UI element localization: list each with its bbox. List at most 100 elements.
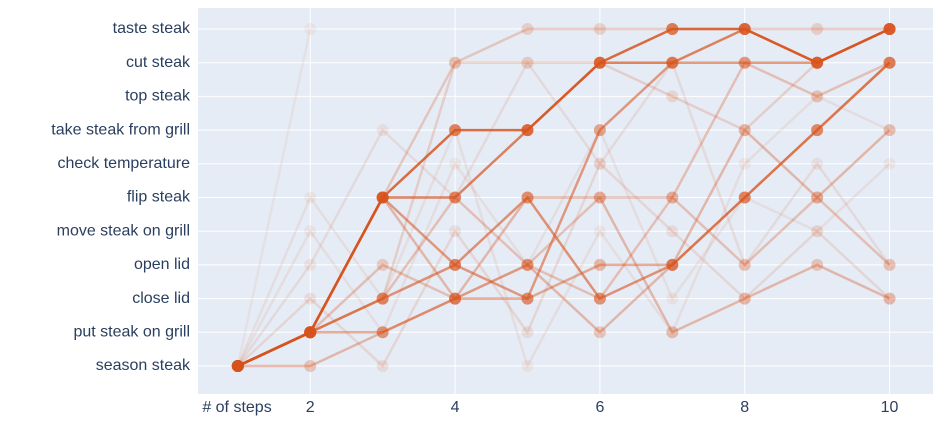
step-marker xyxy=(666,56,679,69)
y-tick-label: season steak xyxy=(96,357,191,374)
step-marker xyxy=(521,258,534,271)
step-marker xyxy=(449,258,462,271)
step-marker xyxy=(231,360,244,372)
step-marker xyxy=(883,56,896,69)
y-tick-label: top steak xyxy=(125,88,191,105)
step-marker xyxy=(666,258,679,271)
sequence-line xyxy=(236,60,891,367)
sequence-line xyxy=(237,27,891,368)
step-marker xyxy=(811,124,824,137)
step-marker xyxy=(883,56,896,69)
plot-area xyxy=(198,8,933,394)
step-marker xyxy=(883,292,896,305)
step-marker xyxy=(593,191,606,204)
step-marker xyxy=(449,124,462,137)
step-marker xyxy=(738,124,751,137)
step-marker xyxy=(521,56,534,69)
step-marker xyxy=(811,56,824,69)
step-marker xyxy=(883,23,896,35)
step-marker xyxy=(376,326,389,339)
step-marker xyxy=(883,23,896,35)
y-tick-label: flip steak xyxy=(127,189,191,206)
step-marker xyxy=(231,360,244,372)
step-marker xyxy=(593,124,606,137)
step-marker xyxy=(666,225,679,238)
step-marker xyxy=(449,292,462,305)
step-marker xyxy=(304,326,317,339)
step-marker xyxy=(883,157,896,170)
sequence-line xyxy=(237,61,891,368)
step-marker xyxy=(521,258,534,271)
y-tick-label: cut steak xyxy=(126,54,191,71)
x-tick-label: 10 xyxy=(881,399,899,416)
sequence-line xyxy=(236,161,891,369)
step-marker xyxy=(231,360,244,372)
step-marker xyxy=(376,258,389,271)
sequence-line xyxy=(237,27,890,368)
step-marker xyxy=(593,56,606,69)
step-marker xyxy=(521,56,534,69)
step-marker xyxy=(521,326,534,339)
step-marker xyxy=(304,360,317,372)
step-marker xyxy=(376,124,389,137)
step-marker xyxy=(231,360,244,372)
step-marker xyxy=(666,326,679,339)
step-marker xyxy=(449,191,462,204)
step-marker xyxy=(304,191,317,204)
step-marker xyxy=(449,157,462,170)
sequence-line xyxy=(236,28,312,367)
step-marker xyxy=(593,292,606,305)
step-marker xyxy=(738,157,751,170)
step-marker xyxy=(449,292,462,305)
x-axis-title: # of steps xyxy=(202,399,271,416)
step-marker xyxy=(449,56,462,69)
step-marker xyxy=(738,292,751,305)
step-marker xyxy=(811,124,824,137)
step-marker xyxy=(231,360,244,372)
step-marker xyxy=(811,90,824,103)
y-tick-label: taste steak xyxy=(113,20,191,37)
step-marker xyxy=(666,258,679,271)
step-marker xyxy=(811,225,824,238)
step-marker xyxy=(811,258,824,271)
sequence-line xyxy=(237,128,891,368)
step-marker xyxy=(666,326,679,339)
step-marker xyxy=(811,191,824,204)
step-marker xyxy=(449,292,462,305)
step-marker xyxy=(304,326,317,339)
step-marker xyxy=(231,360,244,372)
step-marker xyxy=(593,124,606,137)
step-marker xyxy=(376,191,389,204)
step-marker xyxy=(376,292,389,305)
y-tick-label: move steak on grill xyxy=(57,222,190,239)
step-marker xyxy=(521,292,534,305)
step-marker xyxy=(883,292,896,305)
step-marker xyxy=(738,23,751,35)
step-marker xyxy=(593,56,606,69)
step-marker xyxy=(883,258,896,271)
step-marker xyxy=(738,258,751,271)
x-tick-label: 2 xyxy=(306,399,315,416)
step-marker xyxy=(811,56,824,69)
step-marker xyxy=(666,191,679,204)
step-marker xyxy=(231,360,244,372)
step-marker xyxy=(811,23,824,35)
step-marker xyxy=(304,326,317,339)
step-marker xyxy=(593,191,606,204)
step-marker xyxy=(231,360,244,372)
step-marker xyxy=(666,56,679,69)
x-tick-label: 4 xyxy=(451,399,460,416)
step-marker xyxy=(376,326,389,339)
step-marker xyxy=(521,258,534,271)
step-marker xyxy=(449,225,462,238)
y-tick-label: open lid xyxy=(134,256,190,273)
step-marker xyxy=(304,326,317,339)
step-marker xyxy=(666,292,679,305)
sequence-line xyxy=(237,61,891,368)
sequence-line xyxy=(237,195,891,368)
step-marker xyxy=(593,225,606,238)
sequence-line xyxy=(237,61,891,368)
step-marker xyxy=(521,191,534,204)
step-marker xyxy=(376,326,389,339)
step-marker xyxy=(304,326,317,339)
